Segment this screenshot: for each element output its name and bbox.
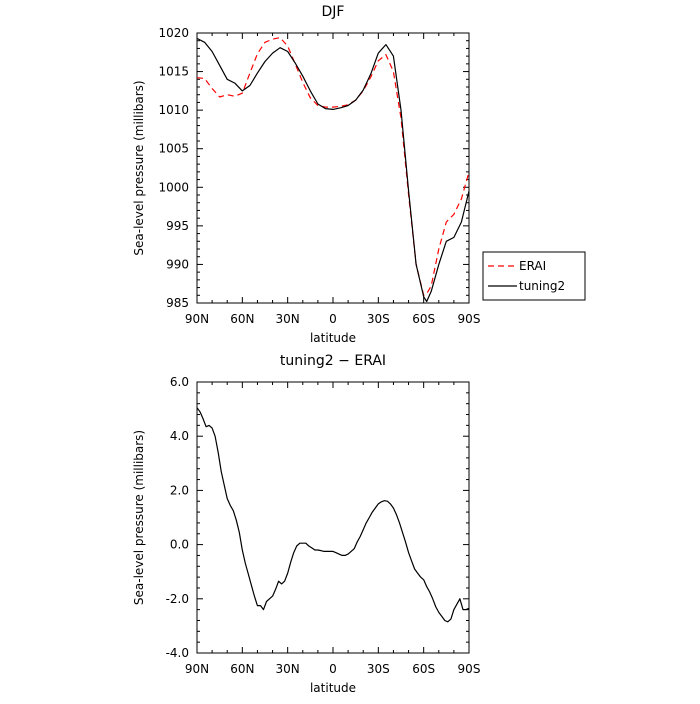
- series-line-erai: [196, 36, 470, 296]
- y-tick-label: 0.0: [170, 538, 189, 552]
- chart-title: tuning2 − ERAI: [280, 353, 386, 369]
- plot-frame: [196, 32, 470, 304]
- chart-title: DJF: [322, 4, 345, 20]
- x-tick-label: 30N: [276, 312, 300, 326]
- x-tick-label: 30N: [276, 662, 300, 676]
- x-tick-label: 90N: [185, 312, 209, 326]
- x-tick-label: 60S: [412, 312, 435, 326]
- x-axis-label: latitude: [310, 331, 356, 345]
- series-line-difference: [196, 407, 470, 623]
- y-tick-label: 1005: [158, 142, 189, 156]
- legend-box: [482, 251, 586, 301]
- legend-label: ERAI: [519, 259, 546, 273]
- x-tick-label: 30S: [367, 312, 390, 326]
- x-tick-label: 90N: [185, 662, 209, 676]
- y-tick-label: 6.0: [170, 375, 189, 389]
- y-axis-label: Sea-level pressure (millibars): [132, 80, 146, 255]
- plot-1: [196, 32, 586, 304]
- y-tick-label: 2.0: [170, 483, 189, 497]
- y-tick-label: 990: [166, 257, 189, 271]
- x-tick-label: 0: [329, 662, 337, 676]
- x-tick-label: 30S: [367, 662, 390, 676]
- x-tick-label: 0: [329, 312, 337, 326]
- x-tick-label: 60N: [230, 662, 254, 676]
- legend-label: tuning2: [519, 279, 565, 293]
- y-tick-label: 4.0: [170, 429, 189, 443]
- series-line-tuning2: [196, 37, 470, 303]
- y-tick-label: 1010: [158, 103, 189, 117]
- y-tick-label: -2.0: [166, 592, 189, 606]
- x-axis-label: latitude: [310, 681, 356, 695]
- y-tick-label: 985: [166, 296, 189, 310]
- plot-2: [196, 381, 470, 654]
- x-tick-label: 90S: [458, 312, 481, 326]
- x-tick-label: 90S: [458, 662, 481, 676]
- y-tick-label: 1020: [158, 26, 189, 40]
- x-tick-label: 60N: [230, 312, 254, 326]
- y-tick-label: -4.0: [166, 646, 189, 660]
- x-tick-label: 60S: [412, 662, 435, 676]
- y-tick-label: 995: [166, 219, 189, 233]
- y-axis-label: Sea-level pressure (millibars): [132, 430, 146, 605]
- y-tick-label: 1000: [158, 180, 189, 194]
- legend: [482, 251, 586, 301]
- plot-frame: [196, 381, 470, 654]
- y-tick-label: 1015: [158, 65, 189, 79]
